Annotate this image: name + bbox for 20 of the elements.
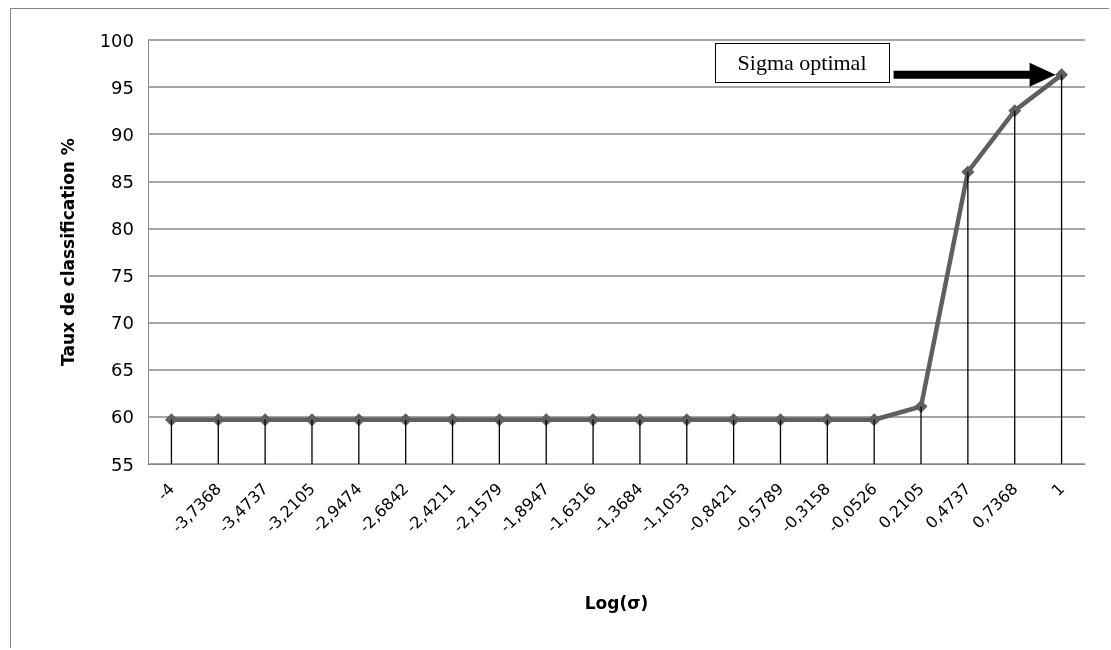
x-axis-title: Log(σ) (584, 592, 649, 613)
y-tick-label: 95 (111, 76, 134, 98)
y-tick-label: 55 (111, 453, 134, 475)
y-axis-title: Taux de classification % (57, 138, 78, 366)
x-tick-label: -4 (153, 479, 179, 504)
y-tick-label: 90 (111, 123, 134, 145)
annotation: Sigma optimal (714, 42, 890, 83)
point (164, 413, 178, 427)
point (1055, 68, 1069, 82)
y-tick-label: 65 (111, 359, 134, 381)
point (867, 413, 881, 427)
y-tick-label: 100 (99, 29, 134, 51)
point (352, 413, 366, 427)
y-tick-label: 80 (111, 217, 134, 239)
y-tick-label: 70 (111, 312, 134, 334)
y-tick-label: 60 (111, 406, 134, 428)
x-tick-label: 1 (1047, 479, 1069, 500)
y-tick-label: 75 (111, 265, 134, 287)
point (1008, 104, 1022, 118)
y-tick-label: 85 (111, 170, 134, 192)
